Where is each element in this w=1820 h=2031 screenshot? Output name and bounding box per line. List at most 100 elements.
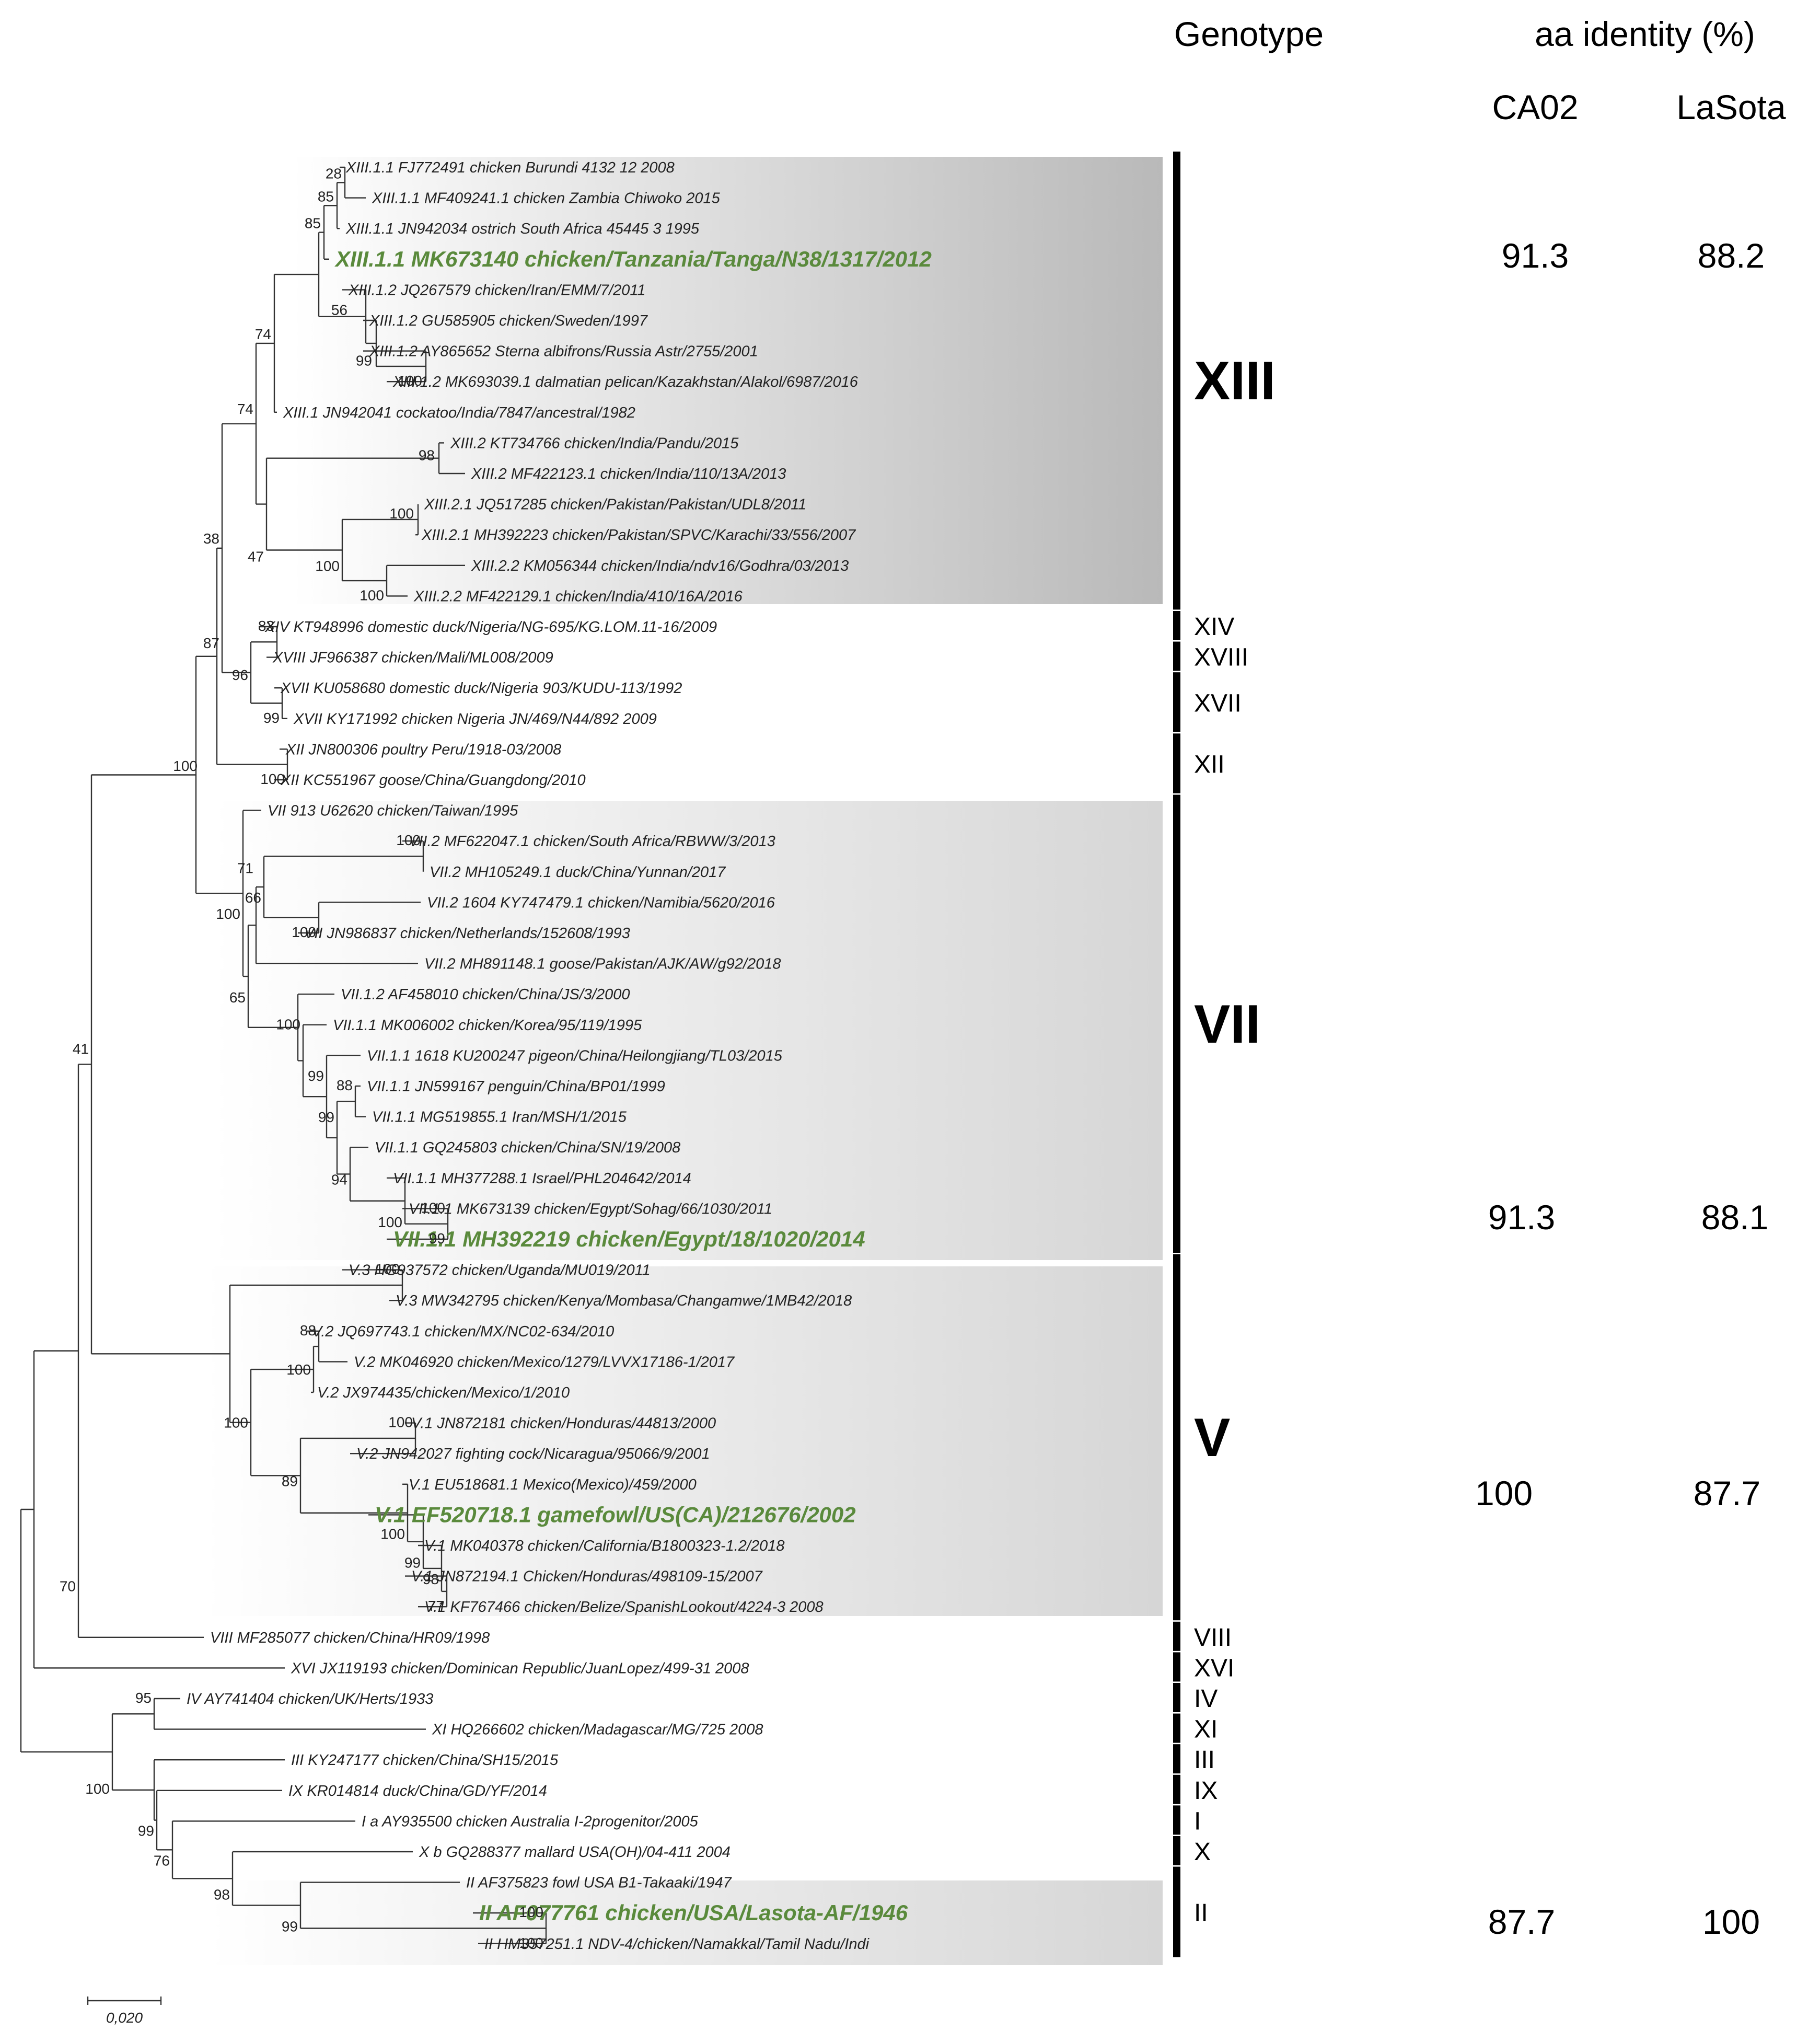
- genotype-label: I: [1194, 1807, 1201, 1835]
- leaf-label: IX KR014814 duck/China/GD/YF/2014: [288, 1783, 547, 1799]
- bootstrap-label: 100: [224, 1415, 248, 1431]
- leaf-label: XI HQ266602 chicken/Madagascar/MG/725 20…: [432, 1722, 763, 1738]
- bootstrap-label: 100: [421, 1199, 445, 1216]
- genotype-bar: [1173, 1744, 1180, 1774]
- leaf-label: V.2 JQ697743.1 chicken/MX/NC02-634/2010: [312, 1323, 614, 1340]
- bootstrap-label: 41: [73, 1041, 89, 1057]
- genotype-label: VII: [1194, 994, 1260, 1055]
- genotype-bar: [1173, 794, 1180, 1253]
- genotype-bar: [1173, 733, 1180, 793]
- leaf-label: XIII.1.2 JQ267579 chicken/Iran/EMM/7/201…: [348, 282, 646, 298]
- genotype-bar: [1173, 1836, 1180, 1865]
- bootstrap-label: 95: [135, 1690, 152, 1706]
- leaf-label: V.1 KF767466 chicken/Belize/SpanishLooko…: [424, 1599, 824, 1615]
- leaf-label: XVII KY171992 chicken Nigeria JN/469/N44…: [293, 711, 657, 728]
- leaf-label: V.2 JX974435/chicken/Mexico/1/2010: [317, 1384, 570, 1401]
- highlighted-leaf-label: II AF077761 chicken/USA/Lasota-AF/1946: [479, 1900, 908, 1925]
- leaf-label: II AF375823 fowl USA B1-Takaaki/1947: [466, 1875, 733, 1891]
- leaf-label: XIII.1.1 MF409241.1 chicken Zambia Chiwo…: [372, 190, 721, 207]
- bootstrap-label: 99: [404, 1555, 421, 1571]
- bootstrap-label: 100: [292, 924, 316, 940]
- leaf-label: XVIII JF966387 chicken/Mali/ML008/2009: [272, 650, 553, 666]
- leaf-label: V.1 JN872181 chicken/Honduras/44813/2000: [411, 1415, 716, 1432]
- genotype-bar: [1173, 152, 1180, 610]
- leaf-label: XIII.2.2 MF422129.1 chicken/India/410/16…: [413, 588, 743, 605]
- leaf-label: XVII KU058680 domestic duck/Nigeria 903/…: [280, 680, 682, 697]
- bootstrap-label: 77: [428, 1598, 444, 1614]
- genotype-label: XII: [1194, 751, 1225, 779]
- highlighted-leaf-label: V.1 EF520718.1 gamefowl/US(CA)/212676/20…: [375, 1502, 856, 1527]
- identity-ca02-value: 91.3: [1488, 1198, 1555, 1237]
- clade-shade-ii: [209, 1880, 1163, 1965]
- bootstrap-label: 100: [260, 771, 285, 787]
- identity-lasota-value: 88.2: [1698, 236, 1765, 275]
- bootstrap-label: 66: [245, 890, 261, 906]
- bootstrap-label: 100: [519, 1935, 543, 1951]
- genotype-bar: [1173, 1652, 1180, 1682]
- leaf-label: VII.2 1604 KY747479.1 chicken/Namibia/56…: [427, 894, 775, 911]
- bootstrap-label: 100: [398, 373, 422, 389]
- bootstrap-label: 100: [375, 1261, 400, 1277]
- leaf-label: II HM357251.1 NDV-4/chicken/Namakkal/Tam…: [484, 1936, 870, 1953]
- genotype-bar: [1173, 611, 1180, 640]
- leaf-label: III KY247177 chicken/China/SH15/2015: [291, 1752, 559, 1769]
- leaf-label: I a AY935500 chicken Australia I-2progen…: [362, 1813, 699, 1830]
- clade-shade-vii: [214, 801, 1163, 1260]
- bootstrap-label: 99: [308, 1068, 324, 1084]
- identity-lasota-value: 87.7: [1694, 1474, 1760, 1513]
- highlighted-leaf-label: VII.1.1 MH392219 chicken/Egypt/18/1020/2…: [393, 1227, 865, 1251]
- genotype-label: XIII: [1194, 351, 1276, 411]
- lasota-column-header: LaSota: [1676, 88, 1786, 126]
- ca02-column-header: CA02: [1492, 88, 1578, 126]
- bootstrap-label: 71: [237, 860, 253, 876]
- bootstrap-label: 100: [276, 1016, 300, 1032]
- identity-lasota-value: 88.1: [1701, 1198, 1768, 1237]
- leaf-label: IV AY741404 chicken/UK/Herts/1933: [187, 1691, 433, 1707]
- leaf-label: XII JN800306 poultry Peru/1918-03/2008: [285, 741, 561, 758]
- leaf-label: XIII.2 MF422123.1 chicken/India/110/13A/…: [471, 466, 786, 482]
- bootstrap-label: 99: [282, 1919, 298, 1935]
- bootstrap-label: 88: [337, 1077, 353, 1093]
- leaf-label: V.3 HG937572 chicken/Uganda/MU019/2011: [349, 1262, 651, 1279]
- leaf-label: V.1 JN872194.1 Chicken/Honduras/498109-1…: [411, 1568, 763, 1585]
- genotype-bar: [1173, 1866, 1180, 1957]
- genotype-label: XI: [1194, 1716, 1218, 1744]
- genotype-bar: [1173, 1254, 1180, 1621]
- bootstrap-label: 100: [380, 1526, 405, 1542]
- bootstrap-label: 85: [305, 215, 321, 232]
- genotype-label: X: [1194, 1838, 1211, 1866]
- bootstrap-values: 28 85 85 56 99 100 74 98 100 100 100 47 74 38 83 99 96 87…: [60, 165, 543, 1951]
- leaf-label: VII.1.1 MH377288.1 Israel/PHL204642/2014: [393, 1170, 691, 1187]
- leaf-label: VII.1.1 GQ245803 chicken/China/SN/19/200…: [375, 1139, 680, 1156]
- genotype-label: IV: [1194, 1685, 1218, 1713]
- leaf-label: XIII.2.2 KM056344 chicken/India/ndv16/Go…: [471, 558, 849, 574]
- bootstrap-label: 38: [203, 530, 219, 547]
- leaf-label: VII.1.1 MK673139 chicken/Egypt/Sohag/66/…: [409, 1201, 772, 1217]
- genotype-bar: [1173, 641, 1180, 671]
- genotype-bar: [1173, 1621, 1180, 1651]
- bootstrap-label: 99: [356, 353, 372, 369]
- leaf-label: VII.1.2 AF458010 chicken/China/JS/3/2000: [341, 986, 630, 1003]
- leaf-label: XIII.1.2 AY865652 Sterna albifrons/Russi…: [369, 343, 758, 360]
- bootstrap-label: 99: [429, 1230, 445, 1247]
- leaf-label: XIII.2.1 MH392223 chicken/Pakistan/SPVC/…: [421, 527, 856, 544]
- leaf-label: VII 913 U62620 chicken/Taiwan/1995: [268, 803, 518, 820]
- genotype-bar: [1173, 1774, 1180, 1804]
- leaf-label: XIV KT948996 domestic duck/Nigeria/NG-69…: [264, 619, 717, 636]
- leaf-label: XIII.1.1 JN942034 ostrich South Africa 4…: [345, 221, 700, 237]
- bootstrap-label: 76: [154, 1852, 170, 1868]
- leaf-label: VII.1.1 1618 KU200247 pigeon/China/Heilo…: [367, 1047, 783, 1064]
- genotype-label: II: [1194, 1899, 1208, 1927]
- bootstrap-label: 100: [360, 587, 384, 603]
- genotype-bar: [1173, 1805, 1180, 1835]
- bootstrap-label: 99: [318, 1109, 334, 1125]
- bootstrap-label: 65: [229, 989, 246, 1006]
- leaf-label: VII.1.1 JN599167 penguin/China/BP01/1999: [367, 1078, 665, 1095]
- bootstrap-label: 100: [519, 1904, 543, 1920]
- genotype-label: XVII: [1194, 690, 1242, 718]
- identity-ca02-value: 91.3: [1502, 236, 1569, 275]
- clade-shade-v: [204, 1266, 1163, 1616]
- bootstrap-label: 99: [138, 1823, 154, 1839]
- bootstrap-label: 98: [419, 447, 435, 464]
